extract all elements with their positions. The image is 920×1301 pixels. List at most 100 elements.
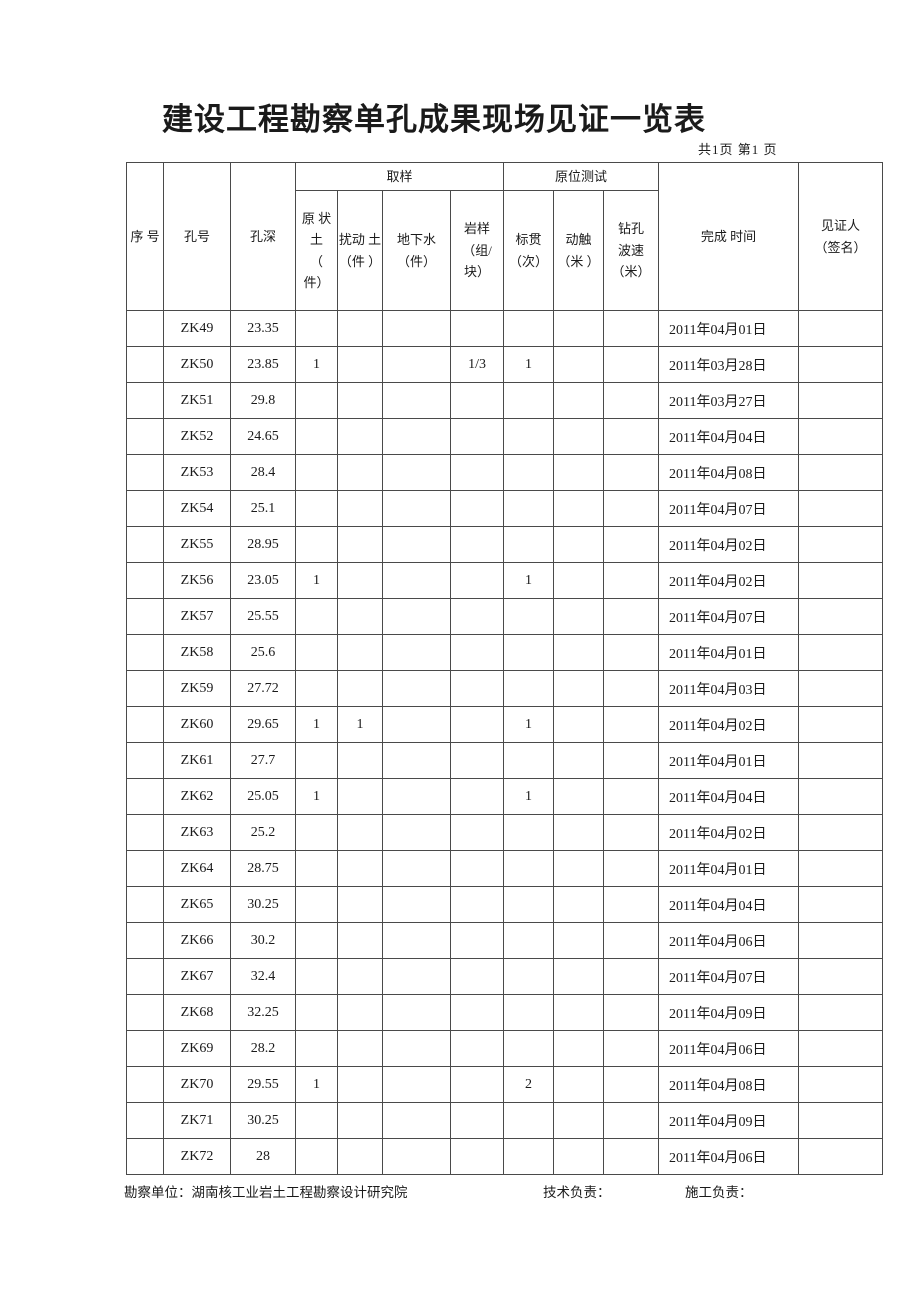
cell-borehole-wave (603, 1102, 660, 1139)
cell-completion-date: 2011年04月09日 (658, 1102, 800, 1139)
cell-spt (503, 850, 555, 887)
cell-hole-no: ZK65 (163, 886, 231, 923)
cell-disturbed-soil (337, 418, 383, 455)
cell-borehole-wave (603, 886, 660, 923)
cell-hole-no: ZK51 (163, 382, 231, 419)
cell-borehole-wave (603, 382, 660, 419)
cell-undisturbed-soil (295, 886, 338, 923)
cell-dpt (553, 598, 605, 635)
cell-serial (126, 994, 164, 1031)
cell-hole-depth: 23.85 (230, 346, 296, 383)
cell-borehole-wave (603, 670, 660, 707)
cell-borehole-wave (603, 310, 660, 347)
cell-undisturbed-soil (295, 850, 338, 887)
cell-spt (503, 454, 555, 491)
cell-dpt (553, 310, 605, 347)
cell-groundwater (382, 418, 451, 455)
cell-hole-no: ZK61 (163, 742, 231, 779)
table-row: ZK71 30.25 2011年04月09日 (126, 1102, 884, 1139)
cell-groundwater (382, 994, 451, 1031)
cell-witness-signature (798, 526, 884, 563)
cell-hole-no: ZK67 (163, 958, 231, 995)
cell-hole-no: ZK57 (163, 598, 231, 635)
cell-hole-no: ZK60 (163, 706, 231, 743)
cell-spt (503, 814, 555, 851)
cell-undisturbed-soil (295, 922, 338, 959)
table-row: ZK61 27.7 2011年04月01日 (126, 742, 884, 779)
cell-completion-date: 2011年04月08日 (658, 1066, 800, 1103)
cell-dpt (553, 418, 605, 455)
cell-witness-signature (798, 382, 884, 419)
cell-completion-date: 2011年04月08日 (658, 454, 800, 491)
cell-rock-sample (449, 310, 505, 347)
cell-witness-signature (798, 958, 884, 995)
cell-disturbed-soil (337, 814, 383, 851)
cell-disturbed-soil (337, 958, 383, 995)
cell-undisturbed-soil (295, 490, 338, 527)
cell-hole-no: ZK50 (163, 346, 231, 383)
cell-undisturbed-soil: 1 (295, 706, 338, 743)
cell-borehole-wave (603, 490, 660, 527)
cell-groundwater (382, 634, 451, 671)
cell-hole-no: ZK52 (163, 418, 231, 455)
cell-disturbed-soil (337, 346, 383, 383)
cell-undisturbed-soil (295, 526, 338, 563)
cell-spt (503, 958, 555, 995)
cell-completion-date: 2011年04月01日 (658, 850, 800, 887)
table-row: ZK64 28.75 2011年04月01日 (126, 850, 884, 887)
cell-groundwater (382, 454, 451, 491)
cell-rock-sample (449, 562, 505, 599)
cell-groundwater (382, 1066, 451, 1103)
footer-construction-lead: 施工负责： (685, 1185, 753, 1200)
cell-groundwater (382, 346, 451, 383)
cell-hole-depth: 30.25 (230, 886, 296, 923)
cell-hole-no: ZK70 (163, 1066, 231, 1103)
cell-groundwater (382, 1138, 451, 1175)
cell-hole-depth: 25.2 (230, 814, 296, 851)
table-row: ZK56 23.05 1 1 2011年04月02日 (126, 562, 884, 599)
cell-rock-sample (449, 598, 505, 635)
table-row: ZK53 28.4 2011年04月08日 (126, 454, 884, 491)
cell-dpt (553, 994, 605, 1031)
cell-witness-signature (798, 670, 884, 707)
cell-serial (126, 346, 164, 383)
cell-hole-no: ZK68 (163, 994, 231, 1031)
footer-survey-unit: 勘察单位：湖南核工业岩土工程勘察设计研究院 (124, 1185, 408, 1200)
cell-undisturbed-soil (295, 994, 338, 1031)
cell-dpt (553, 382, 605, 419)
cell-undisturbed-soil (295, 310, 338, 347)
cell-serial (126, 922, 164, 959)
cell-dpt (553, 346, 605, 383)
cell-undisturbed-soil (295, 454, 338, 491)
cell-undisturbed-soil: 1 (295, 562, 338, 599)
table-row: ZK54 25.1 2011年04月07日 (126, 490, 884, 527)
cell-borehole-wave (603, 922, 660, 959)
cell-hole-depth: 29.8 (230, 382, 296, 419)
header-borehole-wave: 钻孔 波速 （米） (603, 190, 660, 311)
cell-witness-signature (798, 1066, 884, 1103)
cell-completion-date: 2011年04月04日 (658, 418, 800, 455)
cell-witness-signature (798, 1102, 884, 1139)
cell-rock-sample (449, 1066, 505, 1103)
table-row: ZK63 25.2 2011年04月02日 (126, 814, 884, 851)
cell-witness-signature (798, 562, 884, 599)
cell-undisturbed-soil (295, 1102, 338, 1139)
cell-undisturbed-soil: 1 (295, 346, 338, 383)
cell-disturbed-soil (337, 850, 383, 887)
cell-undisturbed-soil (295, 1138, 338, 1175)
cell-spt: 2 (503, 1066, 555, 1103)
cell-rock-sample (449, 922, 505, 959)
cell-serial (126, 778, 164, 815)
header-witness: 见证人 （签名） (798, 162, 884, 311)
cell-serial (126, 742, 164, 779)
cell-hole-depth: 23.05 (230, 562, 296, 599)
cell-spt (503, 310, 555, 347)
cell-groundwater (382, 742, 451, 779)
footer: 勘察单位：湖南核工业岩土工程勘察设计研究院 技术负责： 施工负责： (124, 1181, 884, 1201)
cell-serial (126, 562, 164, 599)
cell-hole-no: ZK53 (163, 454, 231, 491)
cell-rock-sample (449, 526, 505, 563)
cell-spt: 1 (503, 562, 555, 599)
cell-rock-sample (449, 886, 505, 923)
cell-dpt (553, 1102, 605, 1139)
